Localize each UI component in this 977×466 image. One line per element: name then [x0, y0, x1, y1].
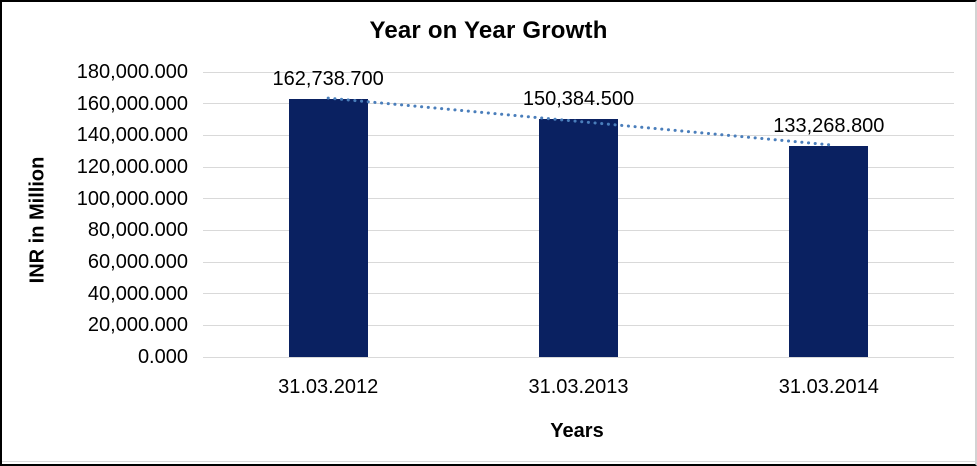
gridline: [203, 71, 954, 73]
x-axis-category-label: 31.03.2012: [278, 376, 379, 398]
chart-title: Year on Year Growth: [369, 17, 608, 44]
data-label: 150,384.500: [522, 87, 635, 110]
y-axis-tick-label: 0.000: [137, 346, 188, 368]
data-label: 133,268.800: [773, 114, 885, 137]
bar-31.03.2014: [789, 146, 869, 357]
y-axis-tick-label: 40,000.000: [87, 282, 188, 305]
chart-frame-inner-border: [2, 461, 975, 462]
data-label: 162,738.700: [272, 68, 384, 91]
y-axis-tick-label: 180,000.000: [76, 61, 188, 83]
x-axis-category-label: 31.03.2013: [528, 376, 629, 398]
y-axis-tick-label: 20,000.000: [87, 314, 188, 337]
y-axis-tick-label: 80,000.000: [87, 219, 188, 242]
x-axis-category-label: 31.03.2014: [778, 376, 879, 398]
y-axis-tick-label: 140,000.000: [76, 124, 188, 147]
bar-31.03.2013: [539, 118, 618, 357]
gridline: [203, 103, 954, 105]
y-axis-tick-label: 120,000.000: [76, 156, 188, 178]
x-axis-title: Years: [550, 420, 604, 442]
y-axis-tick-label: 160,000.000: [76, 92, 188, 115]
bar-31.03.2012: [288, 99, 368, 357]
x-axis-line: [203, 356, 954, 358]
y-axis-tick-label: 60,000.000: [87, 251, 188, 273]
y-axis-tick-label: 100,000.000: [76, 187, 188, 210]
plot-area: [203, 71, 954, 358]
